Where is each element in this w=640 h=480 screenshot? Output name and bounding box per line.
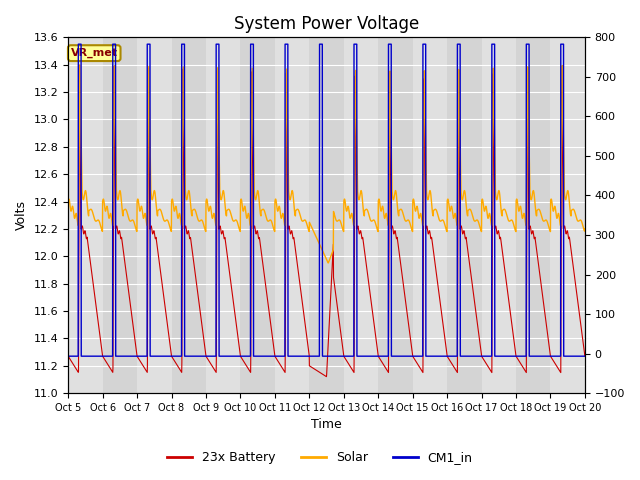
Bar xyxy=(102,37,137,393)
Solar xyxy=(124,210,131,216)
Solar xyxy=(262,216,270,221)
Solar xyxy=(581,226,589,232)
Solar xyxy=(324,260,332,266)
Bar xyxy=(447,37,481,393)
CM1_in xyxy=(262,353,270,359)
23x Battery xyxy=(64,353,72,359)
23x Battery xyxy=(76,62,83,68)
Solar xyxy=(64,199,72,204)
Text: VR_met: VR_met xyxy=(71,48,118,58)
Bar xyxy=(378,37,413,393)
23x Battery xyxy=(323,374,330,380)
Bar xyxy=(172,37,206,393)
23x Battery xyxy=(581,353,589,359)
Legend: 23x Battery, Solar, CM1_in: 23x Battery, Solar, CM1_in xyxy=(163,446,477,469)
CM1_in xyxy=(515,353,523,359)
Bar xyxy=(516,37,550,393)
Solar xyxy=(572,210,579,216)
23x Battery xyxy=(285,223,292,229)
Solar xyxy=(154,207,162,213)
23x Battery xyxy=(262,289,270,295)
CM1_in xyxy=(74,41,82,47)
Solar xyxy=(285,190,292,196)
Title: System Power Voltage: System Power Voltage xyxy=(234,15,419,33)
CM1_in xyxy=(581,353,589,359)
23x Battery xyxy=(572,278,579,284)
Y-axis label: Volts: Volts xyxy=(15,200,28,230)
Line: CM1_in: CM1_in xyxy=(68,44,585,356)
CM1_in xyxy=(154,353,162,359)
Solar xyxy=(76,62,84,68)
Solar xyxy=(516,207,524,213)
23x Battery xyxy=(154,249,162,255)
Line: Solar: Solar xyxy=(68,65,585,263)
CM1_in xyxy=(64,353,72,359)
23x Battery xyxy=(516,359,524,364)
CM1_in xyxy=(285,353,292,359)
CM1_in xyxy=(124,353,131,359)
CM1_in xyxy=(571,353,579,359)
X-axis label: Time: Time xyxy=(311,419,342,432)
Bar xyxy=(241,37,275,393)
23x Battery xyxy=(124,278,131,284)
Bar xyxy=(309,37,344,393)
Line: 23x Battery: 23x Battery xyxy=(68,65,585,377)
